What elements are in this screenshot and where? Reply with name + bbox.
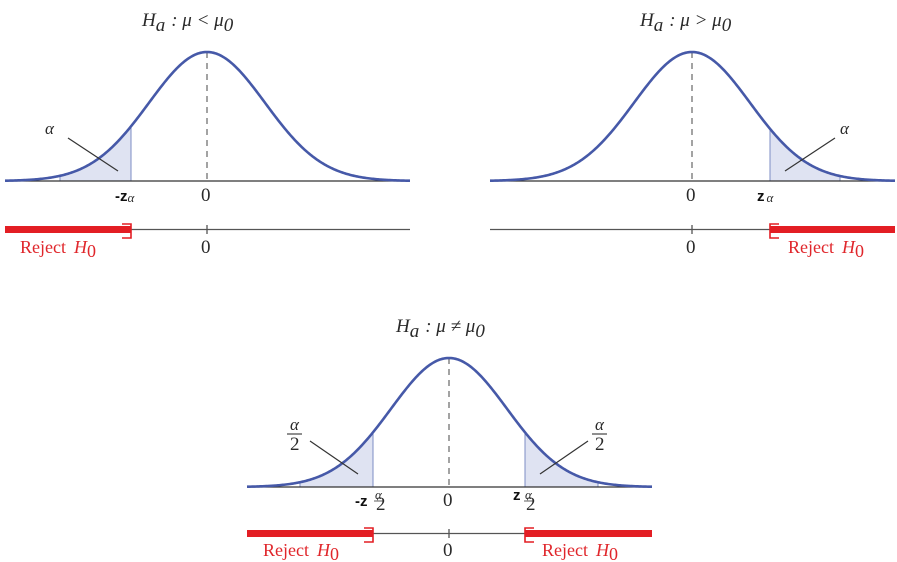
bottom-left-z-den: 2 [376, 494, 386, 515]
bottom-right-frac-num: α [595, 415, 605, 434]
bottom-left-frac-num: α [290, 415, 300, 434]
bottom-left-frac-den: 2 [290, 434, 300, 455]
left-normal-curve [4, 50, 411, 183]
bottom-left-z-num: α [375, 487, 383, 502]
bottom-right-alpha-half-label: α 2 [592, 415, 607, 455]
left-critical-z-label: -zα [115, 188, 136, 205]
right-area-pointer [784, 137, 836, 172]
right-normal-curve [489, 50, 896, 183]
right-axis-zero: 0 [686, 185, 696, 206]
right-alpha-label: α [840, 119, 850, 138]
bottom-left-critical-z-label: -z α 2 [355, 487, 386, 515]
right-reject-bar [770, 226, 895, 233]
bottom-right-z-num: α [525, 487, 533, 502]
right-title: Ha: μ > μ0 [639, 10, 732, 36]
bottom-right-frac-den: 2 [595, 434, 605, 455]
left-title: Ha: μ < μ0 [141, 10, 234, 36]
bottom-right-reject-label: Reject H0 [542, 540, 618, 562]
right-reject-label: Reject H0 [788, 237, 864, 261]
bottom-left-reject-bar [247, 530, 373, 537]
bottom-line-zero: 0 [443, 540, 453, 561]
bottom-left-alpha-half-label: α 2 [287, 415, 302, 455]
left-reject-bar [5, 226, 131, 233]
left-line-zero: 0 [201, 237, 211, 258]
bottom-title: Ha: μ ≠ μ0 [395, 316, 485, 342]
bottom-right-reject-bar [525, 530, 652, 537]
bottom-right-critical-z-label: z α 2 [513, 487, 536, 515]
bottom-normal-curve [246, 356, 653, 489]
left-axis-zero: 0 [201, 185, 211, 206]
bottom-left-reject-bracket [364, 527, 374, 543]
bottom-right-reject-bracket [524, 527, 534, 543]
left-reject-bracket [122, 223, 132, 239]
two-tailed-panel: Ha: μ ≠ μ0 α 2 α 2 -z α 2 z [246, 316, 653, 562]
left-tailed-panel: Ha: μ < μ0 α -zα 0 0 Reject H0 [4, 10, 411, 261]
bottom-right-z-den: 2 [526, 494, 536, 515]
bottom-left-area-pointer [309, 440, 359, 475]
bottom-left-reject-label: Reject H0 [263, 540, 339, 562]
bottom-axis-zero: 0 [443, 490, 453, 511]
left-alpha-label: α [45, 119, 55, 138]
bottom-left-z-text: -z [355, 493, 368, 510]
right-line-zero: 0 [686, 237, 696, 258]
left-area-pointer [67, 137, 119, 172]
bottom-right-z-text: z [513, 487, 521, 504]
left-reject-label: Reject H0 [20, 237, 96, 261]
right-reject-bracket [769, 223, 779, 239]
bottom-right-area-pointer [539, 440, 589, 475]
